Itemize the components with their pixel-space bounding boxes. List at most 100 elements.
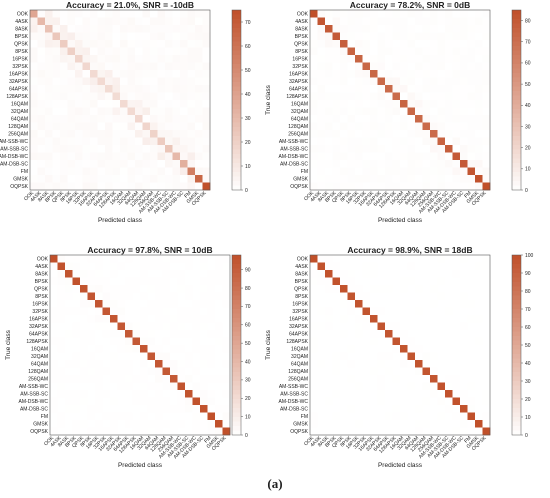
matrix-cell (127, 145, 136, 153)
matrix-cell (392, 292, 401, 301)
matrix-cell (332, 55, 341, 63)
matrix-cell (162, 255, 171, 263)
matrix-cell (172, 175, 181, 183)
matrix-cell (317, 107, 326, 116)
matrix-cell (172, 122, 181, 131)
matrix-cell (187, 175, 196, 183)
matrix-cell (162, 330, 171, 338)
matrix-cell (422, 277, 431, 286)
matrix-cell (65, 420, 73, 428)
colorbar-segment (232, 163, 241, 168)
matrix-cell (460, 152, 468, 161)
matrix-cell (132, 352, 141, 361)
colorbar-segment (232, 255, 241, 260)
matrix-cell (400, 367, 408, 376)
matrix-cell (362, 152, 371, 161)
matrix-cell (87, 307, 96, 316)
matrix-cell (192, 352, 201, 361)
matrix-diagonal-cell (157, 137, 166, 146)
matrix-cell (347, 270, 356, 278)
y-tick-label: 16PSK (12, 57, 28, 63)
colorbar-segment (232, 345, 241, 350)
matrix-cell (475, 405, 483, 413)
matrix-cell (192, 270, 201, 278)
matrix-cell (110, 427, 118, 436)
matrix-cell (127, 167, 136, 176)
matrix-cell (370, 152, 378, 161)
matrix-cell (347, 315, 356, 323)
colorbar-segment (232, 167, 241, 173)
colorbar-segment (512, 394, 521, 400)
matrix-cell (415, 17, 423, 26)
matrix-cell (150, 122, 158, 131)
y-tick-label: 4ASK (295, 19, 308, 25)
matrix-cell (60, 175, 68, 183)
matrix-cell (422, 307, 431, 316)
matrix-cell (75, 85, 83, 93)
matrix-cell (127, 77, 136, 86)
matrix-cell (165, 70, 173, 78)
matrix-cell (112, 145, 121, 153)
matrix-cell (475, 337, 483, 346)
matrix-cell (347, 337, 356, 346)
matrix-cell (460, 382, 468, 391)
matrix-cell (95, 420, 103, 428)
matrix-cell (87, 255, 96, 263)
matrix-cell (370, 382, 378, 391)
matrix-cell (105, 137, 113, 146)
matrix-cell (437, 107, 446, 116)
matrix-cell (317, 367, 326, 376)
matrix-cell (117, 360, 126, 368)
matrix-cell (147, 322, 156, 331)
matrix-cell (422, 145, 431, 153)
matrix-cell (325, 360, 333, 368)
matrix-cell (400, 292, 408, 301)
matrix-cell (30, 17, 38, 26)
matrix-cell (437, 175, 446, 183)
matrix-cell (112, 160, 121, 168)
matrix-diagonal-cell (67, 47, 76, 56)
matrix-cell (407, 17, 416, 26)
matrix-cell (162, 262, 171, 271)
matrix-cell (392, 100, 401, 108)
matrix-diagonal-cell (325, 25, 333, 33)
matrix-cell (157, 32, 166, 41)
matrix-cell (482, 360, 491, 368)
matrix-cell (437, 182, 446, 191)
matrix-cell (325, 167, 333, 176)
matrix-cell (45, 182, 53, 191)
matrix-cell (467, 300, 476, 308)
matrix-cell (52, 70, 61, 78)
matrix-cell (50, 367, 58, 376)
matrix-cell (370, 62, 378, 71)
matrix-cell (475, 77, 483, 86)
colorbar-segment (512, 340, 521, 346)
matrix-cell (37, 70, 46, 78)
matrix-cell (187, 92, 196, 101)
colorbar-segment (512, 73, 521, 78)
matrix-cell (117, 270, 126, 278)
matrix-cell (170, 270, 178, 278)
matrix-cell (445, 47, 453, 56)
matrix-cell (415, 382, 423, 391)
matrix-cell (147, 367, 156, 376)
matrix-cell (407, 427, 416, 436)
matrix-cell (377, 47, 386, 56)
matrix-cell (325, 345, 333, 353)
matrix-cell (325, 32, 333, 41)
matrix-cell (172, 92, 181, 101)
matrix-cell (347, 55, 356, 63)
matrix-cell (170, 307, 178, 316)
matrix-cell (460, 92, 468, 101)
matrix-cell (482, 405, 491, 413)
matrix-cell (415, 122, 423, 131)
matrix-cell (112, 70, 121, 78)
matrix-cell (430, 100, 438, 108)
matrix-cell (310, 262, 318, 271)
matrix-cell (67, 55, 76, 63)
matrix-cell (177, 315, 186, 323)
matrix-cell (347, 167, 356, 176)
matrix-cell (202, 152, 211, 161)
matrix-cell (215, 262, 223, 271)
matrix-cell (147, 345, 156, 353)
